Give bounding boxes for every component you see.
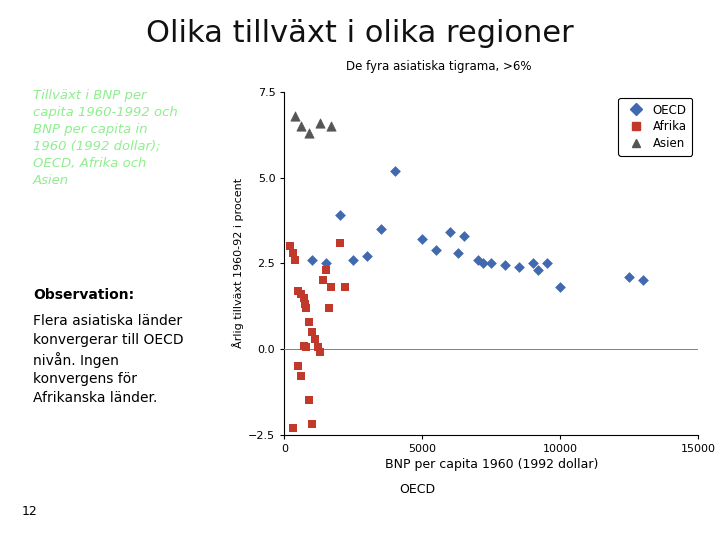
X-axis label: BNP per capita 1960 (1992 dollar): BNP per capita 1960 (1992 dollar) (384, 458, 598, 471)
Point (292, 286, 304, 295)
Point (304, 317, 315, 326)
Point (624, 273, 635, 281)
Point (306, 255, 318, 264)
Point (431, 245, 442, 254)
Point (444, 228, 456, 237)
Point (301, 343, 312, 352)
Point (287, 423, 299, 432)
Point (304, 396, 315, 405)
Point (295, 290, 307, 299)
Text: Observation:: Observation: (33, 288, 134, 302)
Point (452, 248, 464, 257)
Point (325, 283, 337, 292)
Point (306, 420, 318, 429)
Point (323, 303, 334, 312)
Y-axis label: Årlig tillväxt 1960-92 i procent: Årlig tillväxt 1960-92 i procent (232, 178, 244, 348)
Text: 12: 12 (22, 505, 37, 518)
Point (472, 255, 483, 264)
Point (513, 262, 525, 271)
Point (477, 259, 489, 267)
Point (554, 283, 566, 292)
Text: Tillväxt i BNP per
capita 1960-1992 och
BNP per capita in
1960 (1992 dollar);
OE: Tillväxt i BNP per capita 1960-1992 och … (33, 89, 178, 187)
Point (289, 255, 301, 264)
Point (500, 261, 511, 269)
Point (361, 252, 373, 261)
Point (637, 276, 649, 285)
Point (309, 334, 320, 343)
Point (458, 232, 469, 240)
Point (300, 300, 311, 309)
Point (284, 242, 296, 251)
Point (298, 293, 310, 302)
Point (289, 111, 301, 120)
Point (334, 211, 346, 220)
Point (295, 122, 307, 130)
Text: Olika tillväxt i olika regioner: Olika tillväxt i olika regioner (146, 19, 574, 48)
Point (295, 372, 307, 381)
Point (315, 348, 326, 357)
Text: De fyra asiatiska tigrama, >6%: De fyra asiatiska tigrama, >6% (346, 60, 531, 73)
Point (315, 118, 326, 127)
Point (320, 259, 331, 267)
Point (334, 238, 346, 247)
Point (348, 255, 359, 264)
Point (287, 248, 299, 257)
Point (320, 266, 331, 274)
Point (292, 362, 304, 370)
Point (298, 341, 310, 350)
Point (325, 122, 337, 130)
Text: OECD: OECD (400, 483, 436, 496)
Point (304, 129, 315, 137)
Point (527, 259, 539, 267)
Point (318, 276, 329, 285)
Point (312, 343, 323, 352)
Point (375, 225, 387, 233)
Point (533, 266, 544, 274)
Point (485, 259, 497, 267)
Legend: OECD, Afrika, Asien: OECD, Afrika, Asien (618, 98, 693, 156)
Point (417, 235, 428, 244)
Point (541, 259, 552, 267)
Point (389, 166, 400, 175)
Point (301, 303, 312, 312)
Point (339, 283, 351, 292)
Point (306, 327, 318, 336)
Text: Flera asiatiska länder
konvergerar till OECD
nivån. Ingen
konvergens för
Afrikan: Flera asiatiska länder konvergerar till … (33, 314, 184, 404)
